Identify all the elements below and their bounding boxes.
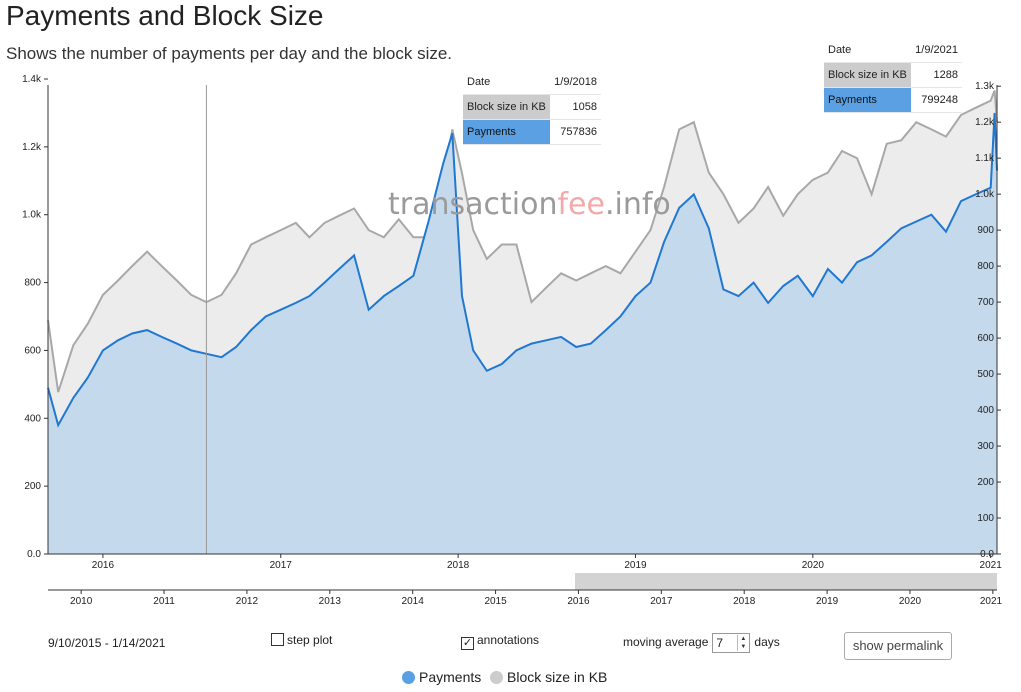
svg-text:transactionfee.info: transactionfee.info	[388, 187, 671, 222]
tooltip-2018: Date 1/9/2018 Block size in KB 1058 Paymen…	[463, 70, 601, 145]
y-right-tick-label: 500	[977, 369, 994, 380]
moving-average-value: 7	[716, 636, 724, 650]
navigator-tick-label: 2014	[402, 596, 425, 607]
navigator-tick-label: 2011	[153, 596, 175, 607]
page-subtitle: Shows the number of payments per day and…	[6, 44, 453, 63]
x-tick-label: 2017	[270, 560, 293, 571]
tooltip-2021: Date 1/9/2021 Block size in KB 1288 Paymen…	[824, 38, 962, 113]
y-right-tick-label: 700	[977, 297, 994, 308]
x-tick-label: 2016	[92, 560, 115, 571]
plot-area	[47, 85, 998, 555]
y-left-tick-label: 800	[24, 278, 41, 289]
y-left-tick-label: 1.0k	[22, 210, 42, 221]
navigator-tick-label: 2018	[733, 596, 756, 607]
tooltip-date-value: 1/9/2021	[915, 44, 958, 56]
y-right-tick-label: 300	[977, 441, 994, 452]
y-right-tick-label: 400	[977, 405, 994, 416]
legend-block-label: Block size in KB	[507, 669, 608, 685]
step-plot-checkbox[interactable]	[271, 633, 284, 646]
tooltip-payments-value: 757836	[560, 126, 597, 138]
watermark-part3: .info	[605, 187, 671, 222]
watermark-part2: fee	[557, 187, 604, 222]
circle-icon	[402, 671, 415, 684]
y-right-tick-label: 1.0k	[975, 189, 995, 200]
watermark-part1: transaction	[388, 187, 557, 222]
tooltip-date-label: Date	[467, 76, 491, 88]
tooltip-payments-value: 799248	[921, 94, 958, 106]
payments-series-area	[48, 112, 997, 555]
days-label: days	[754, 635, 780, 650]
navigator-tick-label: 2020	[899, 596, 922, 607]
tooltip-block-label: Block size in KB	[463, 94, 551, 120]
step-plot-label: step plot	[287, 633, 333, 647]
legend-payments[interactable]: Payments	[402, 669, 481, 685]
stepper-icon[interactable]: ▲ ▼	[737, 635, 748, 651]
tooltip-date-label: Date	[828, 44, 852, 56]
x-tick-label: 2021	[980, 560, 1003, 571]
y-right-tick-label: 1.1k	[975, 153, 995, 164]
moving-average-control: moving average 7 ▲ ▼ days	[623, 633, 780, 653]
tooltip-block-label: Block size in KB	[824, 62, 912, 88]
navigator-tick-label: 2012	[236, 596, 259, 607]
y-right-tick-label: 200	[977, 477, 994, 488]
y-left-tick-label: 1.2k	[22, 142, 42, 153]
navigator-tick-label: 2017	[650, 596, 673, 607]
y-right-tick-label: 1.2k	[975, 117, 995, 128]
axes: 0.0 200 400 600 800 1.0k 1.2k 1.4k 0.0 100 200 300 4…	[22, 74, 1002, 571]
tooltip-date-value: 1/9/2018	[554, 76, 597, 88]
navigator-tick-label: 2021	[980, 596, 1003, 607]
tooltip-payments-label: Payments	[463, 119, 551, 145]
y-right-tick-label: 100	[977, 513, 994, 524]
x-tick-label: 2018	[447, 560, 470, 571]
tooltip-block-value: 1058	[572, 101, 597, 113]
payments-series-line	[47, 112, 998, 428]
range-navigator[interactable]: 2010 2011 2012 2013 2014 2015 2016 2017 2018 2019…	[48, 573, 1003, 607]
y-right-tick-label: 800	[977, 261, 994, 272]
navigator-tick-label: 2015	[484, 596, 507, 607]
annotations-checkbox[interactable]: ✓	[461, 637, 474, 650]
y-left-tick-label: 400	[24, 413, 41, 424]
circle-icon	[490, 671, 503, 684]
date-range: 9/10/2015 - 1/14/2021	[48, 636, 166, 650]
show-permalink-button[interactable]: show permalink	[844, 632, 952, 660]
block-size-series-line	[47, 90, 998, 393]
y-right-tick-label: 900	[977, 225, 994, 236]
page-title: Payments and Block Size	[6, 0, 324, 31]
y-left-tick-label: 200	[24, 481, 41, 492]
y-left-tick-label: 0.0	[27, 549, 41, 560]
legend-payments-label: Payments	[419, 669, 482, 685]
navigator-tick-label: 2013	[319, 596, 342, 607]
y-right-tick-label: 1.3k	[975, 81, 995, 92]
moving-average-label: moving average	[623, 635, 709, 650]
navigator-tick-label: 2016	[567, 596, 590, 607]
tooltip-payments-label: Payments	[824, 87, 912, 113]
legend-block-size[interactable]: Block size in KB	[490, 669, 607, 685]
step-plot-toggle[interactable]: step plot	[271, 633, 332, 647]
annotations-label: annotations	[477, 633, 540, 647]
y-left-tick-label: 600	[24, 345, 41, 356]
navigator-tick-label: 2019	[816, 596, 839, 607]
x-tick-label: 2019	[624, 560, 647, 571]
navigator-selection	[575, 573, 997, 590]
watermark: transactionfee.info	[388, 187, 671, 222]
y-right-tick-label: 600	[977, 333, 994, 344]
moving-average-input[interactable]: 7 ▲ ▼	[712, 633, 751, 653]
x-tick-label: 2020	[802, 560, 825, 571]
navigator-tick-label: 2010	[70, 596, 93, 607]
tooltip-block-value: 1288	[933, 69, 958, 81]
y-left-tick-label: 1.4k	[22, 74, 42, 85]
annotations-toggle[interactable]: ✓ annotations	[461, 633, 539, 650]
y-right-tick-label: 0.0	[980, 549, 994, 560]
